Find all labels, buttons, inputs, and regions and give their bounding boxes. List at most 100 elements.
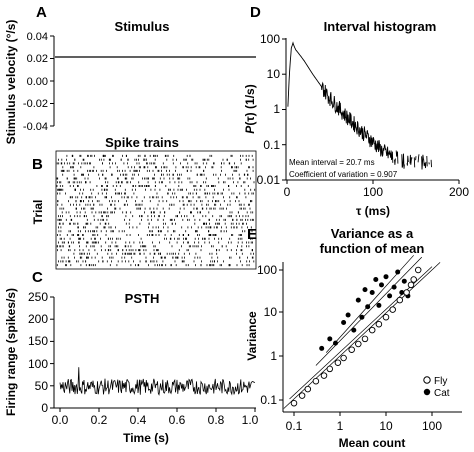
cat-point — [395, 269, 401, 275]
fly-point — [403, 289, 410, 296]
panel-e-ytick-label: 1 — [270, 349, 277, 363]
panel-c-ytick-label: 0 — [41, 401, 48, 415]
panel-e-letter: E — [247, 226, 257, 243]
fly-point — [290, 399, 298, 407]
panel-a-title: Stimulus — [115, 19, 170, 34]
panel-c-ytick-label: 250 — [28, 290, 48, 304]
cat-point — [387, 293, 393, 299]
panel-c-xtick-label: 0.8 — [208, 413, 225, 427]
fit-line — [283, 262, 441, 409]
panel-c-yticks: 250 200 150 100 50 0 — [28, 290, 54, 415]
panel-d-ylabel: P(τ) (1/s) — [243, 84, 257, 133]
fly-point — [361, 335, 369, 343]
panel-a-ytick-label: -0.04 — [23, 121, 48, 133]
panel-e-legend: Fly Cat — [423, 376, 450, 399]
cat-point — [373, 277, 379, 282]
panel-d-annotation-mean: Mean interval = 20.7 ms — [289, 158, 375, 167]
cat-point — [341, 320, 347, 325]
panel-e-xtick-label: 0.1 — [286, 419, 303, 433]
panel-e-xtick-label: 100 — [422, 419, 442, 433]
fly-point — [382, 313, 390, 321]
panel-a-ytick-label: 0.02 — [27, 53, 48, 65]
panel-e-ylabel: Variance — [245, 311, 259, 361]
cat-point — [333, 340, 338, 346]
fly-point — [348, 346, 355, 353]
panel-e-points — [290, 266, 422, 407]
fit-line — [325, 255, 414, 353]
panel-d-xlabel: τ (ms) — [356, 204, 390, 218]
panel-c-xtick-label: 0.6 — [169, 413, 186, 427]
panel-e-yticks: 100 10 1 0.1 — [257, 263, 283, 407]
cat-point — [319, 345, 325, 351]
psth-line — [59, 367, 256, 396]
panel-c-ytick-label: 200 — [28, 312, 48, 326]
fly-point — [312, 377, 320, 385]
panel-c: C PSTH 250 200 150 100 50 0 0.0 0.2 — [4, 269, 259, 445]
panel-b-title: Spike trains — [105, 135, 179, 150]
panel-a-yticks: 0.04 0.02 0.00 -0.02 -0.04 — [23, 31, 54, 133]
panel-b-letter: B — [32, 156, 43, 173]
legend-fly-label: Fly — [434, 376, 447, 387]
fly-point — [355, 340, 362, 348]
panel-d-ylabel-main: P — [243, 125, 257, 134]
fly-point — [389, 306, 396, 313]
legend-cat-label: Cat — [434, 388, 450, 399]
panel-d-ytick-label: 0.1 — [263, 138, 280, 152]
panel-c-xtick-label: 1.0 — [242, 413, 259, 427]
panel-c-ytick-label: 50 — [35, 379, 49, 393]
cat-point — [345, 312, 351, 318]
panel-d: D Interval histogram 100 10 1 0.1 0.01 0… — [243, 4, 469, 218]
panel-c-letter: C — [32, 269, 43, 286]
cat-point — [401, 278, 407, 284]
panel-e-xticks: 0.1 1 10 100 — [286, 412, 442, 433]
fly-point — [334, 359, 342, 366]
cat-point — [355, 297, 361, 303]
panel-e: E Variance as a function of mean 100 10 … — [245, 226, 462, 450]
panel-d-xtick-label: 200 — [449, 185, 469, 199]
panel-a-ylabel: Stimulus velocity (°/s) — [4, 20, 18, 145]
panel-b-ylabel: Trial — [31, 200, 45, 225]
legend-cat-marker — [423, 388, 431, 396]
panel-c-ylabel: Firing range (spikes/s) — [4, 288, 18, 416]
fly-point — [414, 266, 422, 274]
panel-d-ytick-label: 0.01 — [257, 173, 281, 187]
cat-point — [391, 284, 397, 290]
panel-e-ytick-label: 10 — [264, 305, 278, 319]
panel-d-xticks: 0 100 200 — [284, 180, 469, 199]
fly-point — [368, 326, 376, 334]
panel-d-ylabel-arg: (τ) — [243, 112, 257, 125]
fly-point — [298, 392, 306, 399]
cat-point — [376, 302, 382, 308]
panel-c-title: PSTH — [125, 291, 160, 306]
fly-point — [375, 320, 383, 328]
panel-d-xtick-label: 0 — [284, 185, 291, 199]
fly-point — [407, 281, 415, 289]
legend-fly-marker — [423, 376, 431, 384]
panel-b: Spike trains B Trial — [31, 135, 257, 270]
panel-a-letter: A — [36, 4, 47, 21]
spike-raster — [56, 154, 256, 267]
panel-d-ytick-label: 10 — [267, 67, 281, 81]
fit-line — [289, 266, 433, 400]
panel-c-xlabel: Time (s) — [123, 431, 169, 445]
panel-c-ytick-label: 100 — [28, 357, 48, 371]
fly-point — [320, 372, 328, 379]
cat-point — [362, 287, 368, 293]
fly-point — [304, 385, 312, 393]
panel-c-ytick-label: 150 — [28, 334, 48, 348]
panel-e-ytick-label: 0.1 — [260, 393, 277, 407]
cat-point — [365, 304, 371, 310]
cat-point — [351, 327, 357, 333]
panel-e-fit-lines — [283, 255, 441, 409]
panel-d-ytick-label: 100 — [260, 32, 280, 46]
raster-frame — [55, 150, 257, 270]
panel-e-title-line2: function of mean — [320, 241, 425, 256]
panel-e-xtick-label: 1 — [337, 419, 344, 433]
cat-point — [369, 290, 375, 295]
panel-d-ylabel-unit: (1/s) — [243, 84, 257, 112]
cat-point — [359, 314, 365, 320]
panel-a: A Stimulus 0.04 0.02 0.00 -0.02 -0.04 St… — [4, 4, 256, 144]
interval-histogram-curve — [288, 43, 433, 170]
panel-c-xtick-label: 0.2 — [91, 413, 108, 427]
